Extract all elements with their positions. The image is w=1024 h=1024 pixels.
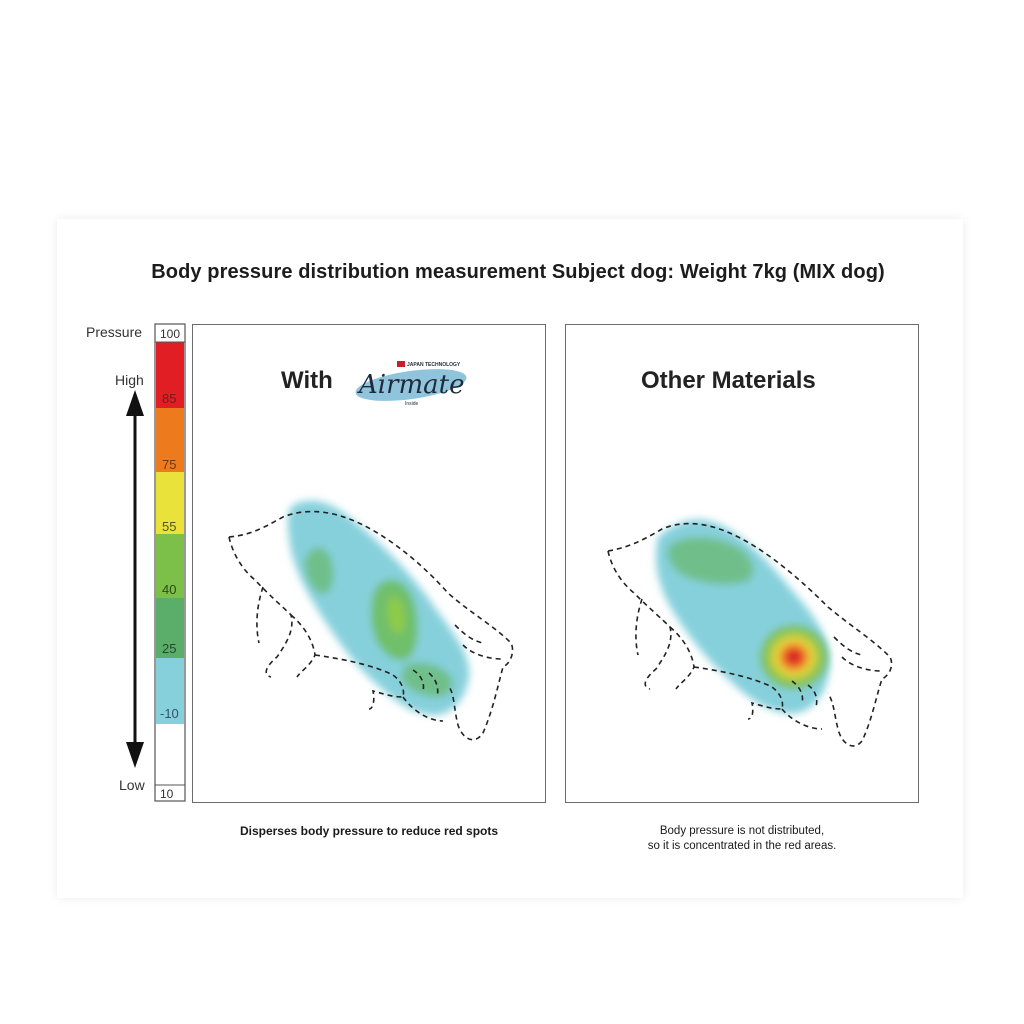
with-heading: With [281,367,333,394]
pressure-map-other [607,519,893,747]
pressure-map-airmate [228,500,514,741]
blob-green [667,536,754,585]
dog-outline [228,510,514,741]
right-caption: Body pressure is not distributed, so it … [565,824,919,854]
logo-badge: JAPAN TECHNOLOGY [407,362,461,368]
right-caption-line2: so it is concentrated in the red areas. [647,840,837,852]
left-caption: Disperses body pressure to reduce red sp… [239,824,499,838]
tick-10: 10 [160,787,174,801]
double-arrow-icon [126,390,144,768]
scale-band-lightblue [156,658,184,724]
scale-band-red [156,342,184,408]
tick-25: 25 [162,641,176,656]
other-materials-heading: Other Materials [641,367,816,394]
high-label: High [115,372,144,388]
scale-band-yellow [156,472,184,534]
low-label: Low [119,777,145,793]
tick-40: 40 [162,582,176,597]
hotspot-red [760,625,828,689]
tick-minus-10: -10 [160,706,179,721]
scale-band-teal [156,598,184,658]
tick-55: 55 [162,519,176,534]
tick-100: 100 [160,327,180,341]
pressure-label: Pressure [86,324,143,340]
tick-85: 85 [162,391,176,406]
with-airmate-panel: With Airmate JAPAN TECHNOLOGY Inside [192,324,546,803]
japan-flag-icon [397,361,405,367]
right-caption-line1: Body pressure is not distributed, [659,825,825,837]
dog-outline [607,522,893,747]
other-materials-panel: Other Materials [565,324,919,803]
page-title: Body pressure distribution measurement S… [151,261,885,283]
blob-lime [387,596,405,634]
logo-sub: Inside [405,401,419,407]
scale-band-orange [156,408,184,472]
blob-green-1 [304,547,334,594]
airmate-logo-text: Airmate [357,370,465,400]
airmate-logo: Airmate JAPAN TECHNOLOGY Inside [355,361,467,407]
tick-75: 75 [162,457,176,472]
scale-band-green [156,534,184,598]
